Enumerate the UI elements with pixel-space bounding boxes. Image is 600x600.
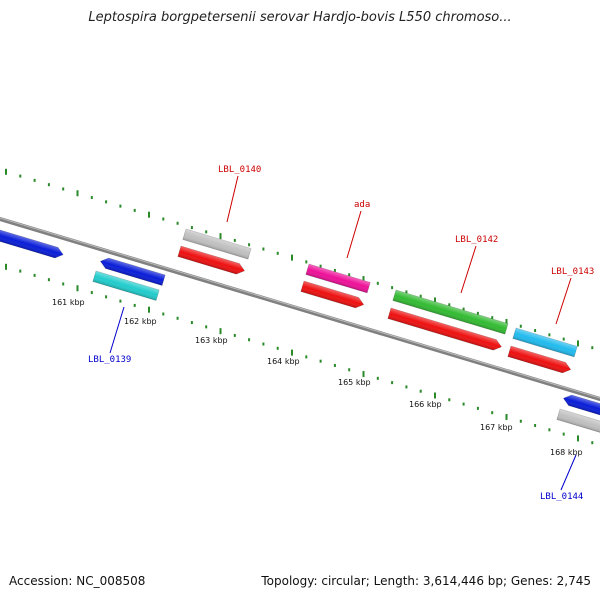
map-title: Leptospira borgpetersenii serovar Hardjo… — [88, 10, 512, 25]
gene-shade — [507, 346, 571, 373]
tick-label: 168 kbp — [550, 448, 583, 457]
gene-shade — [556, 409, 600, 434]
gene-shade — [177, 246, 245, 275]
accession-text: Accession: NC_008508 — [9, 574, 146, 588]
tick-label: 163 kbp — [195, 336, 228, 345]
kbp-ticks: 161 kbp 162 kbp 163 kbp 164 kbp 165 kbp 166 k… — [5, 168, 594, 457]
label-leader-line — [226, 175, 239, 223]
gene-name-label: LBL_0142 — [455, 235, 498, 245]
gene-shade — [387, 308, 502, 351]
gene-feature — [562, 394, 600, 419]
gene-shade — [0, 227, 64, 258]
gene-feature — [99, 257, 166, 286]
tick-label: 161 kbp — [52, 298, 85, 307]
label-leader-line — [460, 245, 477, 294]
gene-feature — [92, 270, 160, 301]
tick-label: 165 kbp — [338, 378, 371, 387]
label-leader-line — [109, 306, 125, 354]
gene-name-label: ada — [354, 200, 370, 210]
backbone-line — [0, 216, 600, 402]
gene-feature — [556, 408, 600, 435]
gene-shade — [563, 395, 600, 418]
gene-name-label: LBL_0144 — [540, 492, 583, 502]
tick-label: 164 kbp — [267, 357, 300, 366]
gene-shade — [512, 328, 578, 357]
gene-feature — [305, 263, 371, 294]
topology-text: Topology: circular; Length: 3,614,446 bp… — [261, 574, 591, 588]
gene-shade — [300, 281, 364, 308]
gene-name-label: LBL_0140 — [218, 165, 261, 175]
gene-feature — [512, 327, 578, 358]
gene-feature — [387, 307, 502, 351]
gene-feature — [300, 280, 365, 309]
label-leader-line — [560, 454, 577, 491]
label-leader-line — [346, 210, 362, 259]
chromosome-backbone — [0, 216, 600, 402]
gene-shade — [100, 258, 166, 286]
gene-feature — [392, 289, 509, 335]
tick-label: 162 kbp — [124, 317, 157, 326]
gene-shade — [392, 290, 509, 335]
label-leader-line — [555, 277, 572, 325]
gene-name-label: LBL_0143 — [551, 267, 594, 277]
gene-feature — [182, 228, 252, 260]
gene-feature — [0, 226, 64, 259]
gene-shade — [92, 271, 160, 301]
gene-shade — [305, 264, 371, 293]
gene-name-label: LBL_0139 — [88, 355, 131, 365]
tick-label: 167 kbp — [480, 423, 513, 432]
backbone-highlight — [0, 217, 600, 399]
gene-features — [0, 226, 600, 435]
tick-label: 166 kbp — [409, 400, 442, 409]
gene-feature — [177, 245, 246, 275]
gene-feature — [507, 345, 572, 374]
gene-shade — [182, 229, 252, 260]
